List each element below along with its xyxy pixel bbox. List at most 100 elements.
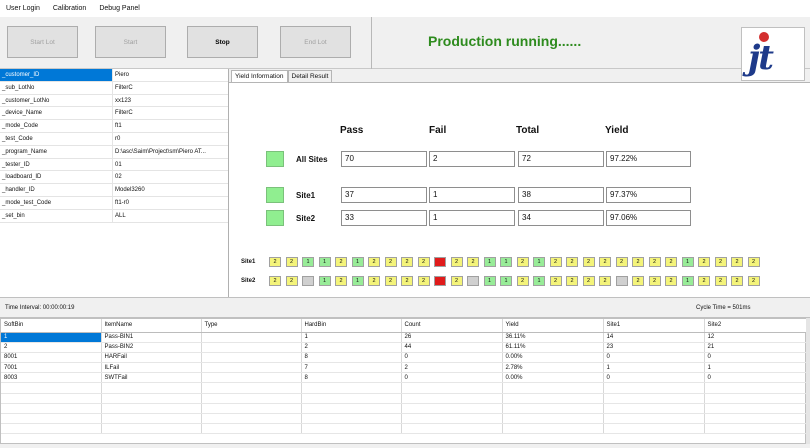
table-row[interactable]: 1 Pass-BIN1 1 26 36.11% 14 12 [1, 332, 808, 343]
bin-cell: 2 [450, 276, 463, 286]
bin-cell: 1 [483, 257, 496, 267]
property-row[interactable]: _mode_test_Code ft1-r0 [0, 196, 228, 210]
table-scrollbar[interactable] [806, 318, 810, 444]
end-lot-button[interactable]: End Lot [280, 26, 351, 58]
property-value[interactable]: D:\asc\Saim\Project\sm\Piero AT... [115, 148, 206, 155]
property-value[interactable]: ft1-r0 [115, 199, 130, 206]
bin-cell: 2 [747, 276, 760, 286]
bin-cell: 2 [566, 276, 578, 286]
company-logo: jt [741, 27, 805, 81]
table-cell [201, 372, 302, 384]
table-cell: 7001 [1, 362, 102, 374]
column-header[interactable]: ItemName [101, 319, 202, 333]
property-row[interactable]: _set_bin ALL [0, 209, 228, 223]
table-row[interactable]: 8001 HARFail 8 0 0.00% 0 0 [1, 352, 808, 364]
property-row[interactable]: _handler_ID Model3260 [0, 184, 228, 197]
bin-cell: 2 [269, 276, 281, 286]
property-value[interactable]: FilterC [115, 84, 133, 91]
table-cell [201, 382, 302, 394]
property-value[interactable]: FilterC [115, 110, 133, 117]
bin-cell [615, 276, 628, 286]
bin-cell: 2 [648, 257, 661, 267]
column-header[interactable]: Count [401, 319, 503, 333]
table-cell [1, 423, 102, 435]
bin-cell: 2 [516, 257, 529, 267]
table-cell: 0 [603, 372, 705, 384]
menu-debug-panel[interactable]: Debug Panel [99, 5, 140, 12]
column-header[interactable]: Site1 [603, 319, 705, 333]
table-cell: 2 [1, 342, 102, 353]
column-header[interactable]: Site2 [704, 319, 808, 333]
bin-cell: 2 [648, 276, 661, 286]
lot-properties-grid: _customer_ID Piero _sub_LotNo FilterC _custo… [0, 69, 229, 297]
property-row[interactable]: _loadboard_ID 02 [0, 171, 228, 185]
menu-calibration[interactable]: Calibration [52, 5, 87, 12]
property-value[interactable]: Piero [115, 72, 130, 78]
start-lot-button[interactable]: Start Lot [7, 26, 78, 58]
column-header[interactable]: HardBin [301, 319, 402, 333]
property-value[interactable]: ft1 [115, 123, 122, 130]
table-cell: 0 [603, 352, 705, 364]
property-row[interactable]: _device_Name FilterC [0, 107, 228, 121]
table-cell: 1 [704, 362, 808, 374]
menu-user-login[interactable]: User Login [6, 5, 40, 12]
table-row[interactable]: 2 Pass-BIN2 2 44 61.11% 23 21 [1, 342, 808, 353]
property-key: _customer_ID [0, 69, 113, 81]
column-header[interactable]: Type [201, 319, 302, 333]
site2-pass-field: 33 [341, 210, 427, 226]
header-fail: Fail [429, 125, 447, 136]
bin-cell: 1 [483, 276, 496, 286]
bin-cell [434, 257, 446, 267]
table-cell: 23 [603, 342, 705, 353]
property-row[interactable]: _customer_ID Piero [0, 69, 228, 82]
table-row[interactable] [1, 423, 808, 435]
table-row[interactable] [1, 393, 808, 404]
table-cell [603, 403, 705, 415]
property-row[interactable]: _mode_Code ft1 [0, 120, 228, 133]
property-row[interactable]: _tester_ID 01 [0, 158, 228, 172]
bin-cell [302, 276, 314, 286]
table-cell: 2 [301, 342, 402, 353]
table-row[interactable] [1, 403, 808, 415]
table-cell: 8003 [1, 372, 102, 384]
start-button[interactable]: Start [95, 26, 166, 58]
tab-yield-information[interactable]: Yield Information [231, 70, 288, 82]
property-row[interactable]: _customer_LotNo xx123 [0, 94, 228, 108]
property-value[interactable]: 01 [115, 161, 122, 168]
table-row[interactable]: 7001 ILFail 7 2 2.78% 1 1 [1, 362, 808, 374]
bin-cell: 1 [318, 276, 331, 286]
property-row[interactable]: _test_Code r0 [0, 132, 228, 146]
property-value[interactable]: Model3260 [115, 187, 145, 194]
property-key: _device_Name [0, 107, 113, 120]
site2-yield-field: 97.06% [606, 210, 691, 226]
table-row[interactable] [1, 413, 808, 425]
table-row[interactable]: 8003 SWTFail 8 0 0.00% 0 0 [1, 372, 808, 384]
stop-button[interactable]: Stop [187, 26, 258, 58]
property-row[interactable]: _program_Name D:\asc\Saim\Project\sm\Pier… [0, 145, 228, 159]
property-row[interactable]: _sub_LotNo FilterC [0, 81, 228, 95]
property-value[interactable]: r0 [115, 135, 121, 142]
table-cell: HARFail [101, 352, 202, 364]
timing-bar: Time Interval: 00:00:00:19 Cycle Time = … [0, 297, 810, 318]
tab-detail-result[interactable]: Detail Result [287, 70, 333, 82]
bin-cell: 2 [582, 257, 595, 267]
bin-cell: 2 [698, 276, 710, 286]
table-cell [301, 382, 402, 394]
toolbar: Start Lot Start Stop End Lot Production … [0, 17, 810, 81]
column-header[interactable]: SoftBin [1, 319, 102, 333]
table-row[interactable] [1, 382, 808, 394]
property-key: _handler_ID [0, 184, 113, 196]
column-header[interactable]: Yield [502, 319, 604, 333]
table-cell: 12 [704, 332, 808, 343]
property-value[interactable]: ALL [115, 212, 126, 219]
bin-cell: 2 [335, 276, 347, 286]
table-cell: 1 [603, 362, 705, 374]
table-cell [603, 393, 705, 404]
table-cell: ILFail [101, 362, 202, 374]
bin-cell: 2 [467, 257, 479, 267]
property-value[interactable]: 02 [115, 174, 122, 181]
property-value[interactable]: xx123 [115, 97, 132, 104]
table-cell: 0 [401, 372, 503, 384]
table-cell [401, 423, 503, 435]
